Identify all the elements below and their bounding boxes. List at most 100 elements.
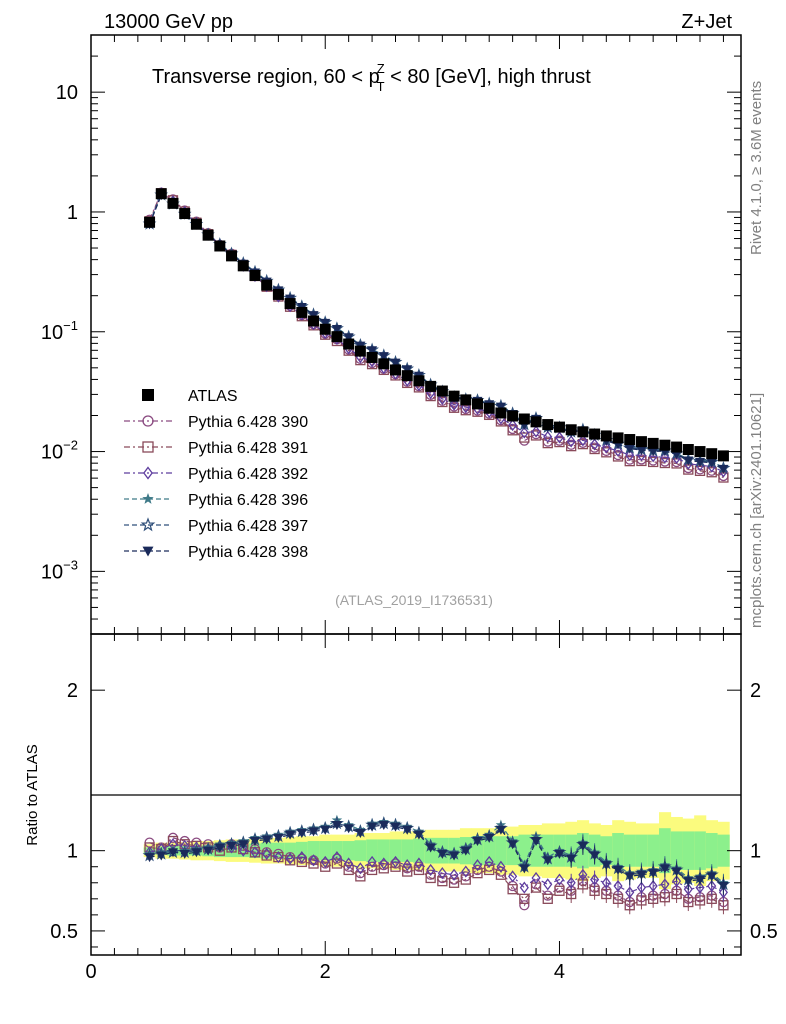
mc-ratio-line xyxy=(149,840,724,906)
legend-entry: Pythia 6.428 396 xyxy=(124,492,308,509)
mc-point xyxy=(461,401,471,414)
mc-ratio-point xyxy=(613,865,624,875)
mc-ratio-point xyxy=(378,820,389,830)
uncertainty-band-green xyxy=(635,834,648,867)
ratio-series-layer xyxy=(142,814,731,915)
mc-ratio-point xyxy=(285,852,295,865)
atlas-data-point xyxy=(167,197,179,209)
mc-point xyxy=(578,434,588,447)
tick-exponent: −3 xyxy=(63,557,78,572)
atlas-data-series xyxy=(144,188,729,462)
mc-ratio-point xyxy=(366,864,378,876)
mc-ratio-point xyxy=(262,847,272,860)
atlas-data-point xyxy=(565,424,577,436)
atlas-data-point xyxy=(717,450,729,462)
atlas-data-point xyxy=(237,260,249,272)
mc-ratio-point xyxy=(414,857,424,870)
atlas-data-point xyxy=(542,419,554,431)
mc-ratio-point xyxy=(460,846,471,856)
mc-point xyxy=(718,464,729,474)
mc-ratio-point xyxy=(437,867,447,880)
title-subscript: T xyxy=(377,79,385,94)
main-series-layer xyxy=(142,187,731,483)
atlas-data-point xyxy=(155,188,167,200)
atlas-data-point xyxy=(331,331,343,343)
legend-label: ATLAS xyxy=(188,388,238,405)
uncertainty-band-green xyxy=(401,839,414,862)
mc-ratio-point xyxy=(648,879,658,893)
mc-ratio-point xyxy=(659,864,670,874)
mc-ratio-point xyxy=(250,846,260,859)
mc-series-main xyxy=(144,187,728,478)
mc-ratio-point xyxy=(683,877,694,887)
mc-ratio-point xyxy=(203,846,214,856)
atlas-data-point xyxy=(436,385,448,397)
atlas-data-point xyxy=(413,375,425,387)
ratio-y-tick-label-right: 2 xyxy=(750,680,761,702)
ratio-y-tick-label-right: 0.5 xyxy=(750,921,778,943)
mc-ratio-point xyxy=(249,837,260,847)
main-axis-ticks xyxy=(90,34,741,635)
mc-point xyxy=(589,443,600,455)
mc-ratio-point xyxy=(448,877,460,888)
mc-ratio-point xyxy=(590,873,600,886)
mc-ratio-point xyxy=(331,820,342,830)
mc-point xyxy=(636,446,647,456)
ratio-plot-panel: 0.5 0.5 1 1 2 2 0 2 4 Ratio to ATLAS xyxy=(24,633,778,983)
uncertainty-band-green xyxy=(284,842,297,859)
mc-ratio-point xyxy=(425,872,436,884)
legend-entry: Pythia 6.428 392 xyxy=(124,466,308,483)
legend-entry: Pythia 6.428 390 xyxy=(124,414,308,431)
mc-ratio-point xyxy=(331,858,343,869)
mc-ratio-point xyxy=(484,833,495,843)
mc-series-line xyxy=(149,191,724,477)
tick-exponent: −2 xyxy=(63,438,78,453)
mc-point xyxy=(519,426,529,439)
mc-point xyxy=(660,451,670,464)
mc-ratio-point xyxy=(484,864,495,876)
mc-ratio-point xyxy=(613,879,623,893)
mc-ratio-point xyxy=(320,855,330,868)
mc-ratio-point xyxy=(519,893,530,904)
mc-ratio-point xyxy=(308,858,319,869)
ratio-x-tick-label: 2 xyxy=(320,961,331,983)
mc-ratio-point xyxy=(426,863,436,877)
atlas-data-point xyxy=(179,208,191,220)
mc-ratio-point xyxy=(390,855,401,868)
mc-point xyxy=(601,441,611,454)
mc-ratio-point xyxy=(695,875,706,885)
mc-ratio-point xyxy=(179,849,190,859)
mc-point xyxy=(636,455,647,467)
mc-point xyxy=(367,346,378,356)
legend-entry: Pythia 6.428 397 xyxy=(124,517,308,535)
atlas-data-point xyxy=(460,394,472,406)
mc-point xyxy=(706,458,717,468)
title-superscript: Z xyxy=(377,61,385,76)
atlas-data-point xyxy=(226,250,238,262)
mc-point xyxy=(460,405,471,416)
atlas-data-point xyxy=(190,218,202,230)
uncertainty-band-green xyxy=(319,841,332,861)
atlas-data-point xyxy=(144,216,156,228)
mc-ratio-point xyxy=(296,829,307,839)
mc-point xyxy=(577,438,589,450)
legend-marker xyxy=(142,493,154,504)
mc-point xyxy=(624,456,635,467)
mc-ratio-point xyxy=(718,881,729,891)
tick-base: 1 xyxy=(67,202,78,224)
mc-ratio-point xyxy=(308,854,319,867)
mc-ratio-point xyxy=(484,855,494,868)
mc-point xyxy=(648,447,659,457)
mc-ratio-point xyxy=(472,837,483,847)
mc-ratio-point xyxy=(648,869,659,879)
mc-ratio-point xyxy=(578,868,588,881)
mc-ratio-point xyxy=(308,827,319,837)
mc-series-ratio xyxy=(144,838,728,902)
mc-ratio-point xyxy=(355,871,366,882)
uncertainty-band-green xyxy=(682,831,695,870)
mc-ratio-point xyxy=(519,881,529,894)
legend-marker xyxy=(140,517,156,532)
atlas-data-point xyxy=(624,434,636,446)
ratio-y-tick-label-right: 1 xyxy=(750,841,761,863)
